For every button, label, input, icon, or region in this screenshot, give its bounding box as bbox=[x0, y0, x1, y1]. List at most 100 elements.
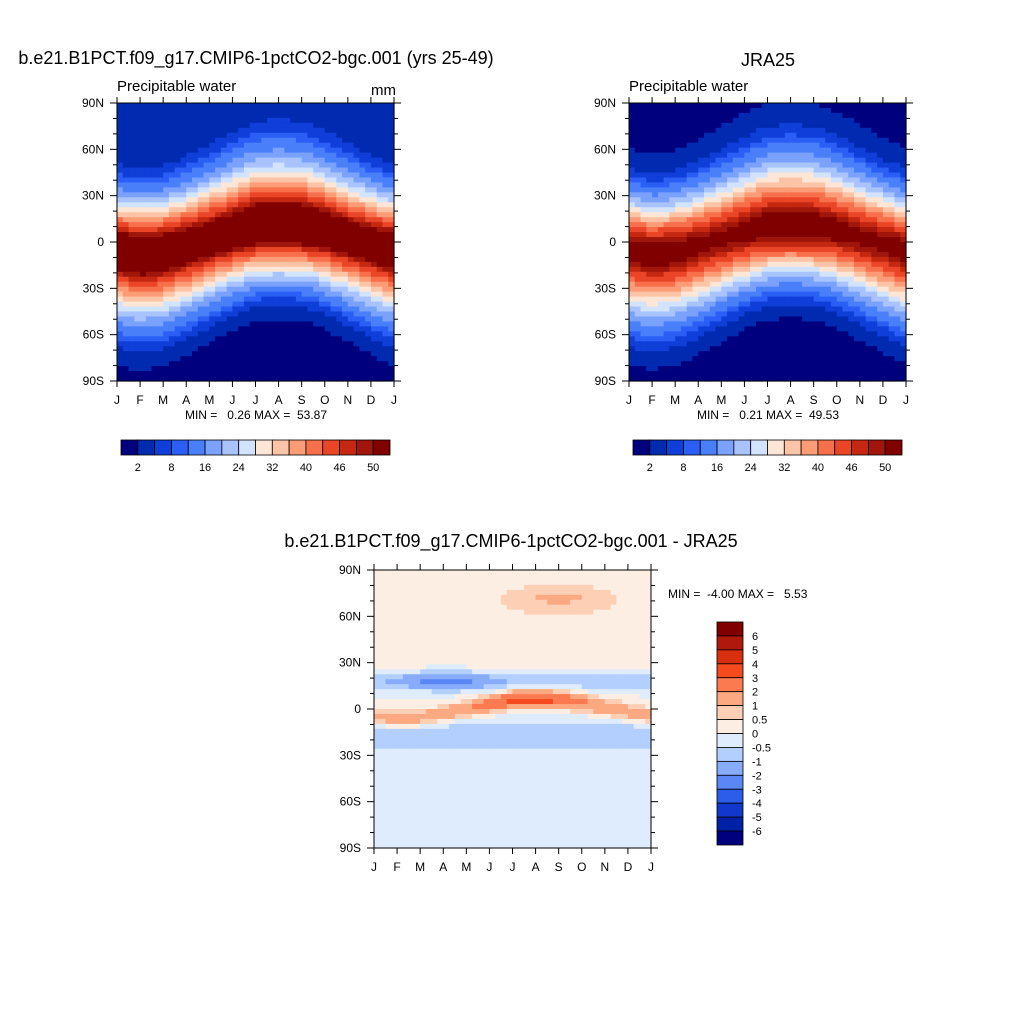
obs-cell bbox=[784, 182, 792, 188]
obs-cell bbox=[882, 291, 890, 298]
model-cell bbox=[318, 351, 326, 357]
obs-cell bbox=[848, 222, 855, 228]
obs-cell bbox=[761, 242, 769, 248]
model-cell bbox=[261, 366, 268, 372]
model-cell bbox=[370, 157, 378, 164]
obs-cell bbox=[842, 127, 849, 134]
obs-cell bbox=[715, 207, 722, 213]
model-cell bbox=[174, 177, 182, 184]
model-cell bbox=[278, 261, 285, 268]
model-cell bbox=[330, 336, 337, 342]
model-cell bbox=[365, 306, 372, 313]
model-cell bbox=[284, 311, 291, 318]
obs-cell bbox=[755, 286, 763, 293]
obs-cell bbox=[709, 127, 717, 134]
model-cell bbox=[134, 346, 141, 352]
model-cell bbox=[318, 237, 326, 243]
obs-cell bbox=[698, 321, 705, 327]
obs-cell bbox=[738, 207, 746, 213]
model-cell bbox=[342, 316, 349, 323]
model-cell bbox=[353, 147, 360, 154]
model-cell bbox=[226, 162, 234, 169]
obs-cell bbox=[761, 217, 769, 223]
model-cell bbox=[376, 351, 384, 357]
obs-cell bbox=[669, 217, 676, 223]
model-cell bbox=[215, 326, 222, 332]
obs-cell bbox=[663, 167, 670, 174]
model-cell bbox=[174, 112, 182, 119]
obs-cell bbox=[854, 177, 861, 184]
model-cell bbox=[267, 187, 274, 193]
obs-cell bbox=[779, 217, 786, 223]
obs-cell bbox=[715, 167, 722, 174]
obs-cell bbox=[755, 256, 763, 263]
model-cell bbox=[255, 266, 262, 273]
model-cell bbox=[220, 142, 228, 149]
model-cell bbox=[295, 192, 303, 198]
obs-cell bbox=[882, 217, 890, 223]
model-cell bbox=[318, 326, 326, 332]
model-cell bbox=[365, 276, 372, 283]
model-cell bbox=[261, 356, 268, 362]
model-cell bbox=[157, 326, 164, 332]
obs-cell bbox=[686, 117, 694, 124]
model-cell bbox=[117, 167, 124, 174]
model-cell bbox=[117, 271, 124, 278]
obs-cell bbox=[692, 256, 699, 263]
obs-cell bbox=[830, 237, 838, 243]
obs-cell bbox=[802, 177, 809, 184]
obs-cell bbox=[859, 117, 867, 124]
obs-cell bbox=[796, 182, 803, 188]
obs-cell bbox=[680, 321, 688, 327]
model-cell bbox=[243, 356, 251, 362]
obs-cell bbox=[882, 237, 890, 243]
model-cell bbox=[330, 227, 337, 233]
model-cell bbox=[180, 232, 187, 238]
model-cell bbox=[163, 227, 170, 233]
obs-cell bbox=[796, 117, 803, 124]
obs-cell bbox=[888, 147, 896, 154]
obs-cell bbox=[848, 316, 855, 323]
model-cell bbox=[128, 137, 135, 144]
model-cell bbox=[272, 246, 280, 253]
model-cell bbox=[163, 112, 170, 119]
obs-cell bbox=[767, 316, 774, 323]
obs-cell bbox=[773, 296, 780, 303]
model-cell bbox=[365, 371, 372, 377]
obs-cell bbox=[848, 286, 855, 293]
obs-cell bbox=[865, 222, 872, 228]
obs-cell bbox=[657, 286, 665, 293]
model-cell bbox=[209, 341, 216, 347]
model-cell bbox=[174, 311, 182, 318]
obs-cell bbox=[779, 182, 786, 188]
obs-cell bbox=[859, 276, 867, 283]
obs-cell bbox=[738, 276, 746, 283]
obs-cell bbox=[744, 227, 751, 233]
model-cell bbox=[157, 336, 164, 342]
model-cell bbox=[295, 356, 303, 362]
obs-cell bbox=[675, 132, 682, 139]
obs-cell bbox=[715, 321, 722, 327]
model-cell bbox=[226, 281, 234, 288]
obs-cell bbox=[634, 291, 642, 298]
model-x-tick-label: F bbox=[136, 393, 143, 407]
model-cell bbox=[186, 182, 193, 188]
model-cell bbox=[117, 103, 124, 109]
obs-cell bbox=[882, 321, 890, 327]
obs-cell bbox=[640, 112, 647, 119]
model-cell bbox=[243, 117, 251, 124]
model-cell bbox=[370, 246, 378, 253]
obs-cell bbox=[767, 271, 774, 278]
model-colorbar-box bbox=[255, 439, 273, 456]
obs-cell bbox=[813, 167, 821, 174]
model-cell bbox=[128, 291, 135, 298]
model-cell bbox=[168, 177, 176, 184]
obs-cell bbox=[784, 132, 792, 139]
obs-cell bbox=[871, 321, 878, 327]
model-cell bbox=[151, 217, 158, 223]
model-cell bbox=[174, 192, 182, 198]
obs-cell bbox=[686, 291, 694, 298]
obs-cell bbox=[854, 182, 861, 188]
model-cell bbox=[232, 107, 239, 114]
model-cell bbox=[301, 281, 309, 288]
